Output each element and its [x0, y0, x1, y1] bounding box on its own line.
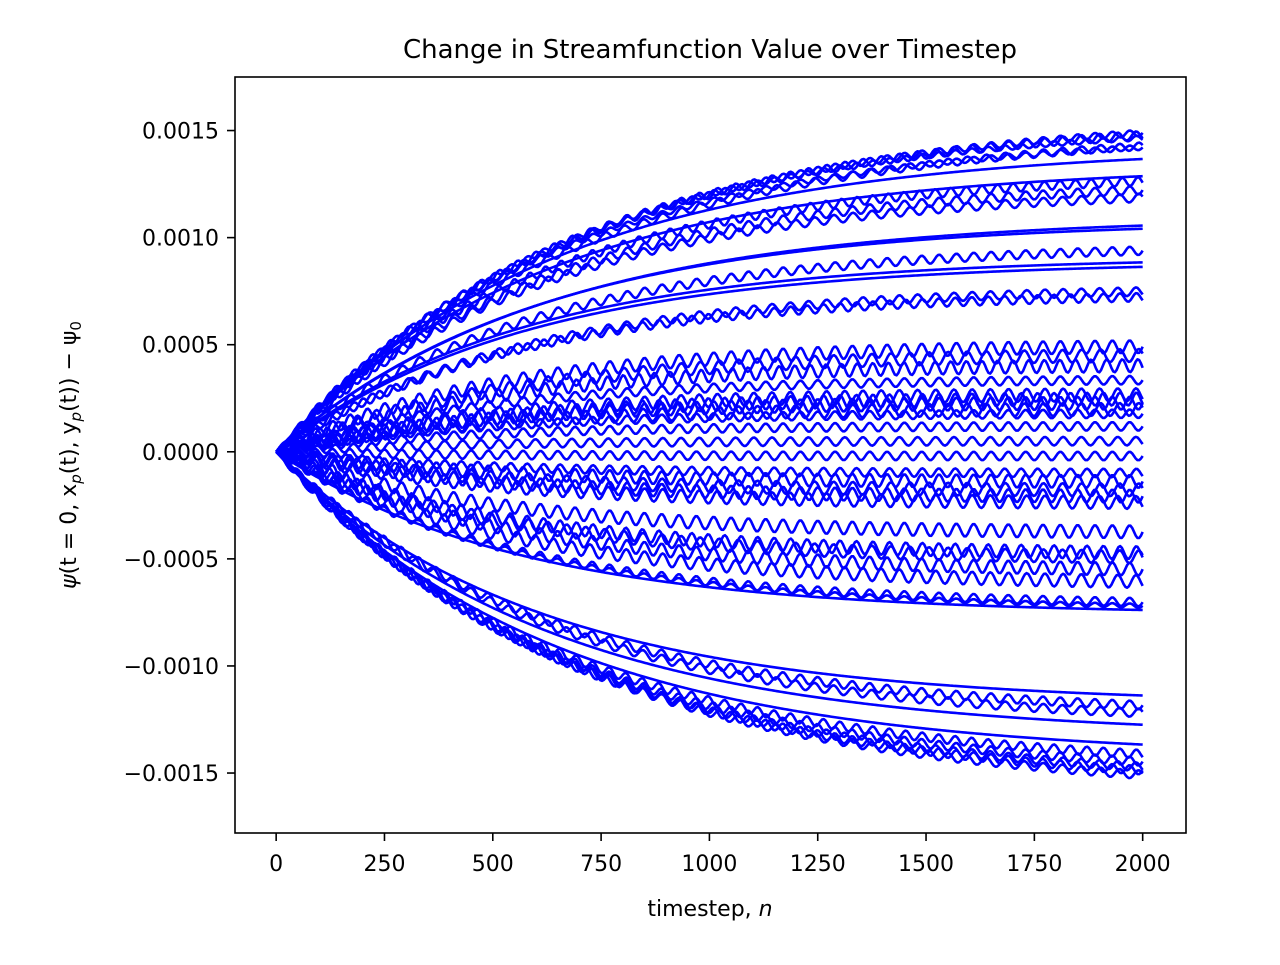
series-line-23: [275, 395, 1144, 454]
series-line-11: [275, 227, 1143, 453]
y-label-sub-p2: p: [67, 412, 85, 423]
y-tick-label: −0.0015: [124, 762, 219, 787]
y-tick-label: −0.0010: [124, 655, 219, 680]
series-line-32: [276, 450, 1144, 504]
series-line-19: [275, 358, 1144, 453]
series-line-27: [275, 435, 1144, 455]
series-line-34: [275, 450, 1144, 540]
x-axis-label-text: timestep,: [647, 897, 758, 922]
series-line-38: [275, 450, 1144, 590]
x-tick-label: 500: [472, 852, 514, 877]
x-tick-label: 250: [363, 852, 405, 877]
y-label-sub-0: 0: [67, 321, 85, 331]
series-line-13: [275, 261, 1143, 453]
series-line-40: [275, 450, 1144, 610]
x-tick-label: 2000: [1115, 852, 1171, 877]
series-line-12: [275, 245, 1144, 453]
series-line-4: [275, 144, 1144, 453]
y-axis-label: ψ(t = 0, xp(t), yp(t)) − ψ0: [57, 321, 85, 589]
x-tick-label: 1750: [1006, 852, 1062, 877]
series-line-15: [275, 286, 1144, 453]
series-line-44: [275, 450, 1144, 718]
series-line-25: [275, 408, 1144, 454]
y-label-part3: (t)) − ψ: [57, 331, 82, 412]
series-line-8: [275, 185, 1144, 453]
series-line-29: [276, 449, 1144, 479]
series-line-30: [276, 449, 1144, 489]
chart-title: Change in Streamfunction Value over Time…: [403, 35, 1017, 65]
series-line-51: [275, 450, 1144, 780]
y-tick-label: 0.0010: [142, 227, 219, 252]
series-line-43: [275, 450, 1144, 711]
series-line-41: [275, 450, 1143, 612]
series-line-37: [275, 450, 1144, 577]
series-line-28: [276, 447, 1144, 462]
x-tick-label: 1000: [681, 852, 737, 877]
y-tick-label: 0.0005: [142, 334, 219, 359]
y-label-sub-p1: p: [67, 474, 85, 485]
series-line-7: [275, 175, 1144, 453]
x-tick-label: 750: [580, 852, 622, 877]
series-line-2: [275, 134, 1144, 453]
y-label-part1: (t = 0, x: [57, 484, 82, 575]
series-line-14: [275, 265, 1143, 453]
series-line-9: [275, 192, 1144, 453]
series-layer: [275, 129, 1144, 780]
x-axis-label: timestep, n: [647, 897, 772, 922]
series-line-50: [275, 450, 1144, 776]
y-tick-label: 0.0015: [142, 120, 219, 145]
y-tick-label: 0.0000: [142, 441, 219, 466]
y-tick-label: −0.0005: [124, 548, 219, 573]
series-line-36: [275, 450, 1144, 565]
series-line-26: [275, 420, 1144, 454]
series-line-39: [275, 450, 1144, 608]
series-line-17: [275, 339, 1144, 453]
x-axis-ticks: 0 250 500 750 1000 1250 1500 1750 2000: [269, 833, 1171, 877]
series-line-45: [275, 450, 1143, 727]
x-tick-label: 1500: [898, 852, 954, 877]
y-label-part2: (t), y: [57, 421, 82, 474]
series-line-20: [275, 374, 1144, 453]
series-line-33: [276, 450, 1144, 511]
series-line-16: [275, 291, 1144, 453]
y-label-psi: ψ: [57, 574, 82, 589]
y-axis-ticks: 0.0015 0.0010 0.0005 0.0000 −0.0005 −0.0010 −0…: [124, 120, 235, 787]
x-tick-label: 1250: [790, 852, 846, 877]
x-tick-label: 0: [269, 852, 283, 877]
plot-frame: [234, 76, 1187, 834]
x-axis-label-variable: n: [759, 897, 773, 922]
